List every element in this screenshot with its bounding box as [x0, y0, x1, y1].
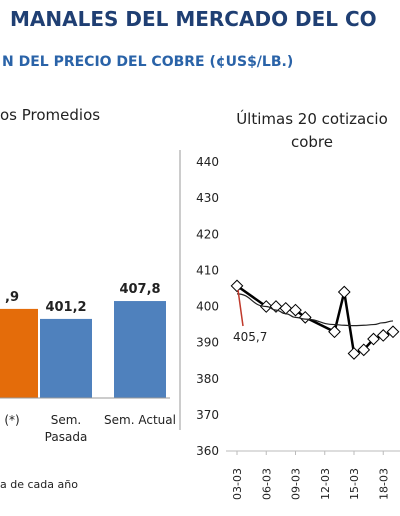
marker: [357, 343, 371, 357]
line-chart-title: Últimas 20 cotizacio: [236, 109, 388, 128]
footnote: a de cada año: [0, 478, 78, 491]
x-tick-label: 12-03: [319, 468, 332, 500]
y-tick-label: 440: [196, 155, 219, 169]
y-tick-label: 410: [196, 263, 219, 277]
marker: [386, 325, 400, 339]
y-tick-label: 380: [196, 372, 219, 386]
marker: [347, 347, 361, 360]
y-tick-label: 420: [196, 227, 219, 241]
x-tick-label: 18-03: [377, 468, 390, 500]
marker: [289, 303, 302, 317]
x-tick-label: 15-03: [348, 468, 361, 500]
bar-chart-title: os Promedios: [0, 106, 100, 124]
annotation: 405,7: [233, 330, 267, 344]
value-label: ,9: [5, 290, 19, 305]
bar: [0, 308, 38, 398]
y-tick-label: 390: [196, 336, 219, 350]
x-tick-label: Sem. Pasada: [45, 413, 88, 444]
y-tick-label: 370: [196, 408, 219, 422]
marker: [279, 301, 293, 315]
marker: [376, 329, 390, 342]
page-subtitle: N DEL PRECIO DEL COBRE (¢US$/LB.): [2, 54, 293, 70]
annotation-arrow: [237, 289, 244, 327]
y-tick-label: 360: [196, 444, 219, 458]
page-title: MANALES DEL MERCADO DEL CO: [10, 7, 377, 31]
marker: [367, 332, 380, 346]
value-label: 401,2: [45, 300, 86, 315]
x-tick-label: Sem. Actual: [104, 413, 176, 427]
bar: [114, 301, 166, 398]
x-tick-label: 09-03: [290, 468, 303, 500]
marker: [337, 285, 351, 299]
x-tick-label: 06-03: [260, 468, 273, 500]
marker: [298, 310, 312, 324]
marker: [230, 279, 244, 293]
y-tick-label: 430: [196, 191, 219, 205]
x-tick-label: 03-03: [231, 468, 244, 500]
bar: [40, 318, 92, 398]
x-tick-label: (*): [4, 413, 19, 427]
marker: [328, 325, 341, 339]
value-label: 407,8: [119, 282, 160, 297]
line-chart-title-2: cobre: [291, 133, 333, 151]
trend-line: [236, 293, 394, 327]
y-tick-label: 400: [196, 300, 219, 314]
